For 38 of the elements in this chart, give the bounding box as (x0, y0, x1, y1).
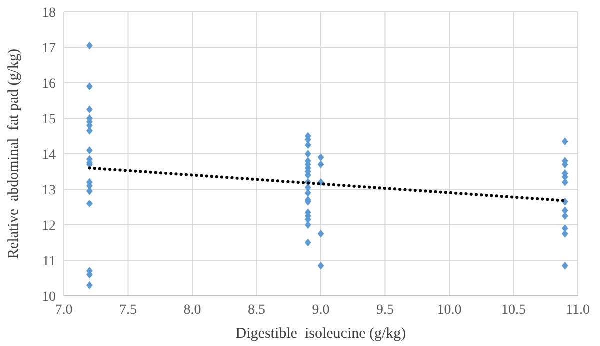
y-axis-title: Relative abdominal fat pad (g/kg) (6, 49, 22, 259)
y-tick-label: 11 (42, 254, 56, 270)
y-tick-label: 17 (42, 42, 56, 56)
point (304, 238, 312, 247)
x-tick-label: 9.0 (312, 303, 330, 318)
x-tick-label: 7.5 (120, 303, 137, 318)
x-tick-label: 11.0 (566, 303, 590, 318)
point (86, 82, 93, 91)
x-tick-label: 8.0 (184, 303, 202, 318)
point (318, 230, 324, 238)
x-tick-label: 9.5 (376, 303, 394, 318)
point (562, 262, 568, 270)
y-tick-label: 16 (42, 77, 56, 92)
point (318, 160, 324, 169)
point (86, 106, 93, 114)
point (304, 221, 312, 229)
x-tick-label: 8.5 (248, 303, 266, 318)
point (86, 42, 93, 50)
y-tick-label: 10 (42, 290, 56, 305)
point (86, 281, 93, 290)
x-axis-title: Digestible isoleucine (g/kg) (236, 326, 406, 342)
x-tick-label: 10.5 (502, 303, 526, 318)
point (304, 150, 312, 158)
y-tick-label: 15 (42, 112, 56, 128)
y-tick-label: 14 (42, 148, 56, 163)
x-tick-label: 10.0 (437, 303, 462, 318)
y-tick-label: 18 (42, 6, 56, 21)
point (86, 146, 93, 154)
point (304, 189, 312, 198)
point (318, 262, 324, 270)
x-tick-label: 7.0 (55, 303, 73, 318)
point (318, 154, 324, 162)
point (562, 212, 568, 220)
point (86, 200, 93, 208)
point (562, 138, 568, 146)
point (304, 141, 312, 150)
y-tick-label: 13 (42, 184, 56, 198)
y-tick-label: 12 (42, 219, 56, 234)
